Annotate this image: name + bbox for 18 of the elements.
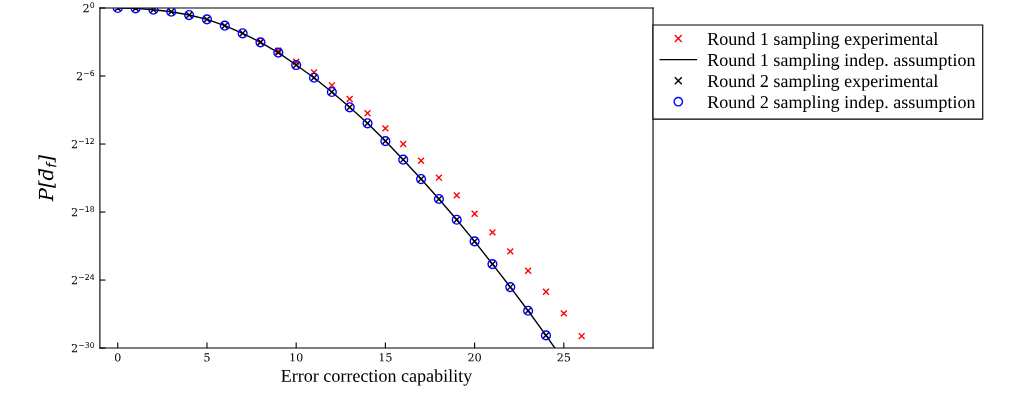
x-tick-label: 15 bbox=[379, 353, 392, 362]
x-tick-label: 20 bbox=[468, 353, 481, 362]
legend-label: Round 1 sampling experimental bbox=[707, 32, 938, 49]
y-tick-label: 2$^{−30}$ bbox=[71, 342, 95, 353]
y-tick-label: 2$^{−6}$ bbox=[76, 70, 95, 81]
x-axis-title: Error correction capability bbox=[281, 369, 473, 386]
x-tick-label: 10 bbox=[290, 353, 303, 362]
y-tick-label: 2$^{0}$ bbox=[83, 2, 95, 13]
y-tick-label: 2$^{−24}$ bbox=[71, 274, 95, 285]
y-tick-label: 2$^{−18}$ bbox=[71, 206, 95, 217]
x-tick-label: 25 bbox=[557, 353, 571, 362]
y-tick-label: 2$^{−12}$ bbox=[71, 138, 94, 149]
legend-label: Round 1 sampling indep. assumption bbox=[707, 53, 976, 70]
y-axis-title: P[d̄$_{f}$] bbox=[38, 154, 57, 202]
x-tick-label: 5 bbox=[204, 353, 210, 362]
legend-label: Round 2 sampling indep. assumption bbox=[707, 95, 976, 112]
x-tick-label: 0 bbox=[114, 353, 121, 362]
legend-label: Round 2 sampling experimental bbox=[707, 74, 938, 91]
